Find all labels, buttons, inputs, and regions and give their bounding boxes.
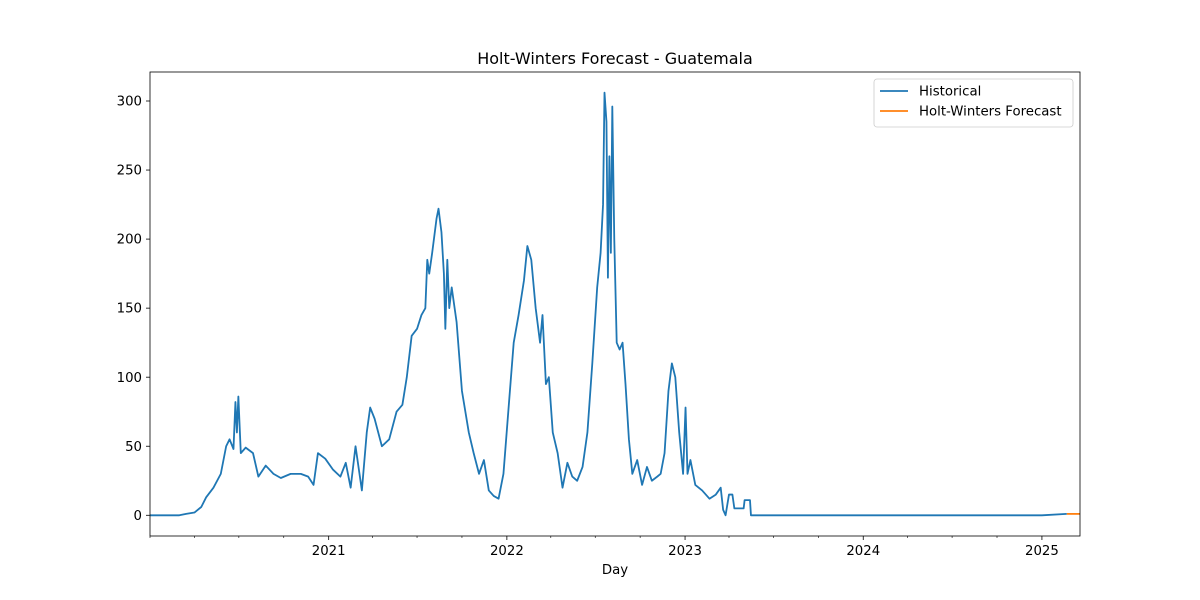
x-tick-label: 2021 [312, 544, 346, 559]
y-tick-label: 200 [117, 233, 142, 248]
y-tick-label: 0 [134, 509, 142, 524]
plot-frame [149, 71, 1081, 537]
y-tick-label: 50 [125, 440, 142, 455]
legend-box [873, 78, 1074, 128]
series-line-0 [150, 91, 1067, 517]
legend-label: Holt-Winters Forecast [919, 105, 1062, 120]
y-tick-label: 100 [117, 371, 142, 386]
chart-title: Holt-Winters Forecast - Guatemala [477, 49, 753, 68]
y-axis: 0 50 100 150 200 250 300 [117, 95, 150, 524]
x-tick-label: 2023 [668, 544, 702, 559]
x-tick-label: 2025 [1025, 544, 1059, 559]
y-tick-label: 150 [117, 302, 142, 317]
x-tick-label: 2022 [490, 544, 524, 559]
legend-label: Historical [919, 85, 981, 100]
legend: Historical Holt-Winters Forecast [873, 78, 1074, 128]
y-tick-label: 300 [117, 95, 142, 110]
x-tick-label: 2024 [846, 544, 880, 559]
plot-lines [150, 91, 1080, 517]
y-tick-label: 250 [117, 164, 142, 179]
x-axis-title: Day [602, 563, 628, 578]
x-axis: 2021 2022 2023 2024 2025 [149, 536, 1059, 559]
